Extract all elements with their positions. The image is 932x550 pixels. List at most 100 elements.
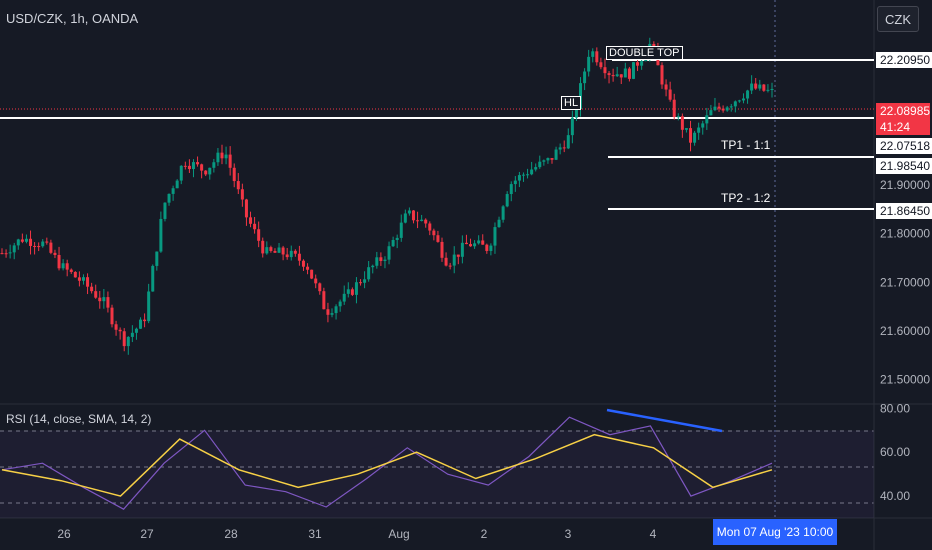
candle-body — [733, 101, 737, 107]
candle-body — [73, 271, 77, 278]
candle-body — [750, 83, 754, 91]
candle-body — [554, 149, 558, 160]
candle-body — [240, 189, 244, 200]
candle-body — [689, 128, 693, 143]
time-axis-ticks: 26 27 28 31 Aug 2 3 4 — [57, 527, 656, 541]
candle-body — [196, 162, 200, 165]
candle-body — [631, 62, 635, 79]
price-tick-label: 21.90000 — [880, 178, 930, 192]
candle-body — [293, 250, 297, 254]
candle-body — [342, 293, 346, 302]
candle-body — [713, 106, 717, 111]
candle-body — [574, 108, 578, 118]
candle-body — [102, 297, 106, 302]
candle-body — [615, 74, 619, 77]
candle-body — [693, 132, 697, 143]
candle-body — [395, 237, 399, 241]
candle-body — [134, 328, 138, 333]
rsi-header[interactable]: RSI (14, close, SMA, 14, 2) — [6, 412, 152, 426]
candle-body — [676, 116, 680, 118]
candle-body — [746, 90, 750, 99]
candle-body — [505, 194, 509, 207]
candle-body — [684, 128, 688, 130]
candle-body — [481, 240, 485, 245]
time-tick-label: 27 — [140, 527, 154, 541]
candle-body — [558, 147, 562, 150]
candle-body — [334, 306, 338, 314]
candle-body — [379, 257, 383, 261]
candle-body — [204, 170, 208, 175]
price-tag-level-c: 21.86450 — [876, 203, 932, 219]
candle-body — [444, 257, 448, 266]
candle-body — [717, 106, 721, 109]
candle-body — [110, 307, 114, 325]
tp1-label[interactable]: TP1 - 1:1 — [721, 138, 771, 152]
candle-body — [216, 152, 220, 163]
candle-body — [118, 329, 122, 332]
candle-body — [41, 241, 45, 247]
time-tick-label: 31 — [308, 527, 322, 541]
countdown-tag: 41:24 — [876, 119, 930, 135]
candle-body — [709, 110, 713, 116]
candle-body — [513, 180, 517, 185]
candle-body — [599, 62, 603, 68]
price-tag-current: 22.08985 — [876, 103, 930, 119]
candle-body — [485, 244, 489, 251]
rsi-lines-group — [0, 416, 874, 518]
candle-body — [4, 253, 8, 255]
candle-body — [440, 241, 444, 258]
candle-body — [375, 257, 379, 266]
candle-body — [37, 246, 41, 248]
candle-body — [159, 218, 163, 252]
candle-body — [244, 199, 248, 218]
candle-body — [200, 164, 204, 171]
tp2-label[interactable]: TP2 - 1:2 — [721, 191, 771, 205]
candle-body — [636, 62, 640, 66]
candle-body — [167, 193, 171, 203]
candle-body — [126, 336, 130, 347]
candle-body — [261, 240, 265, 254]
candle-body — [489, 245, 493, 251]
candle-body — [432, 230, 436, 236]
candle-body — [265, 247, 269, 254]
candle-body — [220, 152, 224, 159]
price-tick-label: 21.50000 — [880, 373, 930, 387]
candle-body — [680, 116, 684, 130]
candle-body — [114, 324, 118, 330]
hl-label[interactable]: HL — [561, 96, 582, 110]
candle-body — [619, 74, 623, 78]
time-tick-label: 28 — [224, 527, 238, 541]
candle-body — [591, 51, 595, 57]
candle-body — [448, 265, 452, 267]
double-top-label[interactable]: DOUBLE TOP — [606, 46, 683, 60]
candle-body — [53, 252, 57, 255]
candle-body — [611, 75, 615, 77]
candle-body — [12, 245, 16, 253]
candle-body — [705, 115, 709, 124]
candle-body — [460, 242, 464, 257]
candle-body — [473, 243, 477, 247]
candle-body — [322, 291, 326, 310]
candle-body — [49, 242, 53, 253]
candle-body — [697, 127, 701, 133]
candle-body — [24, 238, 28, 242]
candle-body — [183, 165, 187, 167]
currency-button[interactable]: CZK — [877, 6, 919, 32]
candle-body — [8, 252, 12, 254]
candle-body — [640, 61, 644, 66]
symbol-header[interactable]: USD/CZK, 1h, OANDA — [6, 11, 139, 26]
time-tick-label: Aug — [388, 527, 409, 541]
candle-body — [603, 67, 607, 74]
candle-body — [452, 254, 456, 266]
candle-body — [228, 154, 232, 168]
candle-body — [729, 106, 733, 108]
candle-body — [477, 240, 481, 244]
candle-body — [391, 240, 395, 247]
candle-body — [77, 277, 81, 281]
candle-body — [534, 167, 538, 170]
candle-body — [538, 161, 542, 168]
candle-body — [464, 242, 468, 245]
candle-body — [420, 219, 424, 221]
candle-body — [758, 84, 762, 89]
